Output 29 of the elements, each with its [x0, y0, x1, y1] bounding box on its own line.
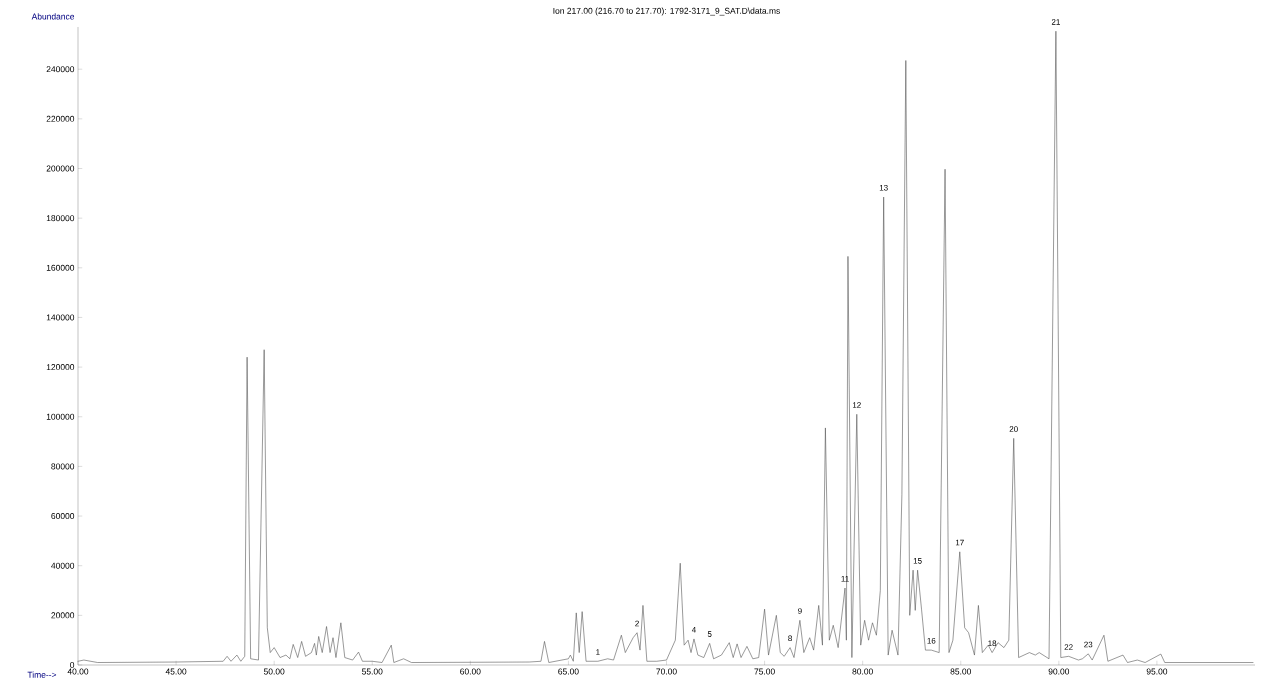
y-axis-title: Abundance [31, 13, 75, 20]
chart-title: Ion 217.00 (216.70 to 217.70): 1792-3171_9_SAT.D\data.ms [553, 7, 780, 16]
x-tick-label: 80.00 [852, 668, 873, 675]
y-tick-label: 240000 [46, 66, 75, 73]
y-tick-label: 140000 [46, 314, 75, 321]
x-tick-label: 45.00 [165, 668, 187, 675]
x-tick-label: 55.00 [362, 668, 383, 675]
x-tick-label: 85.00 [950, 668, 972, 675]
x-tick-label: 60.00 [460, 668, 481, 675]
y-tick-label: 0 [70, 662, 75, 668]
x-axis-title: Time--> [27, 671, 57, 678]
y-tick-label: 200000 [46, 165, 75, 172]
x-tick-label: 90.00 [1048, 668, 1070, 675]
y-tick-label: 80000 [51, 463, 75, 470]
y-tick-label: 220000 [46, 115, 75, 122]
x-tick-label: 95.00 [1146, 668, 1168, 675]
y-tick-label: 20000 [51, 612, 75, 619]
y-tick-label: 180000 [46, 215, 75, 222]
x-tick-label: 50.00 [263, 668, 285, 675]
y-tick-label: 120000 [46, 364, 75, 371]
x-tick-label: 65.00 [558, 668, 579, 675]
x-tick-label: 40.00 [67, 668, 89, 675]
y-tick-label: 100000 [46, 413, 75, 420]
line-series [77, 30, 1254, 663]
x-tick-label: 75.00 [754, 668, 775, 675]
y-tick-label: 160000 [46, 264, 75, 271]
x-tick-label: 70.00 [656, 668, 677, 675]
y-tick-label: 40000 [51, 562, 75, 569]
y-tick-label: 60000 [51, 513, 75, 520]
